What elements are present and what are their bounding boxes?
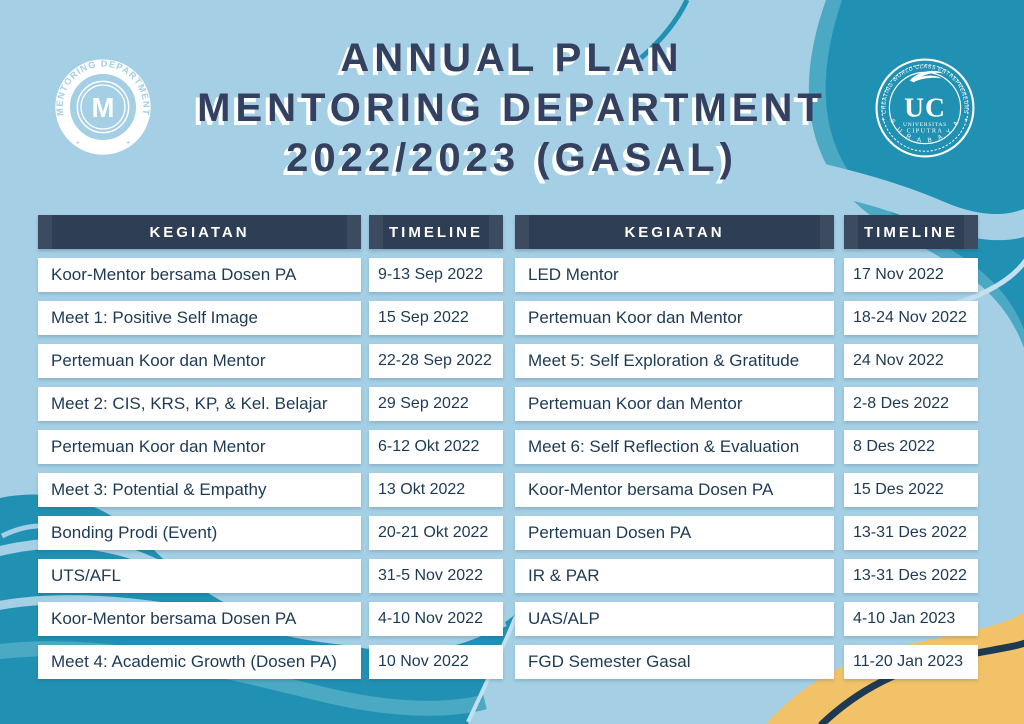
- seal-university-name: CIPUTRA: [907, 128, 944, 135]
- activity-cell: Pertemuan Koor dan Mentor: [38, 344, 361, 378]
- activity-cell: Meet 5: Self Exploration & Gratitude: [515, 344, 834, 378]
- timeline-cell: 4-10 Nov 2022: [369, 602, 503, 636]
- column-header-timeline: TIMELINE: [844, 215, 978, 249]
- activity-cell: UTS/AFL: [38, 559, 361, 593]
- activity-cell: Meet 3: Potential & Empathy: [38, 473, 361, 507]
- title-arc-line: [639, 0, 690, 60]
- timeline-cell: 22-28 Sep 2022: [369, 344, 503, 378]
- seal-outer-circle: [875, 58, 975, 158]
- activity-cell: Meet 1: Positive Self Image: [38, 301, 361, 335]
- universitas-ciputra-logo: CREATING WORLD CLASS ENTREPRENEURS S U R…: [875, 58, 975, 158]
- activity-cell: Pertemuan Dosen PA: [515, 516, 834, 550]
- timeline-cell: 8 Des 2022: [844, 430, 978, 464]
- timeline-cell: 15 Sep 2022: [369, 301, 503, 335]
- seal-monogram: UC: [904, 92, 946, 123]
- activity-cell: Meet 4: Academic Growth (Dosen PA): [38, 645, 361, 679]
- activity-cell: Meet 2: CIS, KRS, KP, & Kel. Belajar: [38, 387, 361, 421]
- logo-ring-ornament: ✦: [76, 140, 81, 147]
- title-line-2: MENTORING DEPARTMENT: [197, 86, 827, 130]
- timeline-cell: 2-8 Des 2022: [844, 387, 978, 421]
- activity-cell: Pertemuan Koor dan Mentor: [38, 430, 361, 464]
- activity-cell: Meet 6: Self Reflection & Evaluation: [515, 430, 834, 464]
- activity-cell: Koor-Mentor bersama Dosen PA: [38, 602, 361, 636]
- timeline-cell: 24 Nov 2022: [844, 344, 978, 378]
- column-header-kegiatan: KEGIATAN: [38, 215, 361, 249]
- timeline-cell: 13 Okt 2022: [369, 473, 503, 507]
- activity-cell: FGD Semester Gasal: [515, 645, 834, 679]
- activity-cell: Pertemuan Koor dan Mentor: [515, 387, 834, 421]
- title-line-1: ANNUAL PLAN: [340, 36, 684, 80]
- seal-university-name: UNIVERSITAS: [903, 122, 947, 128]
- seal-side-ornament: ✦: [964, 117, 968, 123]
- timeline-cell: 10 Nov 2022: [369, 645, 503, 679]
- logo-ring-ornament: ✦: [126, 140, 131, 147]
- timeline-cell: 15 Des 2022: [844, 473, 978, 507]
- schedule-table-right: KEGIATAN TIMELINE LED Mentor 17 Nov 2022…: [515, 215, 978, 679]
- title-line-3: 2022/2023 (GASAL): [286, 136, 738, 180]
- activity-cell: Koor-Mentor bersama Dosen PA: [515, 473, 834, 507]
- schedule-table-left: KEGIATAN TIMELINE Koor-Mentor bersama Do…: [38, 215, 503, 679]
- seal-side-ornament: ✦: [881, 117, 885, 123]
- timeline-cell: 17 Nov 2022: [844, 258, 978, 292]
- activity-cell: Bonding Prodi (Event): [38, 516, 361, 550]
- column-header-timeline: TIMELINE: [369, 215, 503, 249]
- page-title: ANNUAL PLAN MENTORING DEPARTMENT 2022/20…: [0, 33, 1024, 183]
- logo-ring: [55, 59, 151, 155]
- top-right-band: [598, 118, 1024, 241]
- logo-inner-circle: [80, 84, 126, 130]
- activity-cell: Koor-Mentor bersama Dosen PA: [38, 258, 361, 292]
- activity-cell: LED Mentor: [515, 258, 834, 292]
- mentoring-department-logo: MENTORING DEPARTMENT ✦ ✦ M: [54, 59, 151, 155]
- timeline-cell: 9-13 Sep 2022: [369, 258, 503, 292]
- timeline-cell: 6-12 Okt 2022: [369, 430, 503, 464]
- activity-cell: IR & PAR: [515, 559, 834, 593]
- timeline-cell: 29 Sep 2022: [369, 387, 503, 421]
- timeline-cell: 18-24 Nov 2022: [844, 301, 978, 335]
- timeline-cell: 20-21 Okt 2022: [369, 516, 503, 550]
- seal-rope-circle: [881, 64, 969, 152]
- logo-inner-circle: [76, 80, 130, 134]
- timeline-cell: 31-5 Nov 2022: [369, 559, 503, 593]
- timeline-cell: 13-31 Des 2022: [844, 516, 978, 550]
- seal-swoosh: [909, 70, 944, 83]
- timeline-cell: 11-20 Jan 2023: [844, 645, 978, 679]
- logo-monogram: M: [92, 92, 115, 123]
- timeline-cell: 4-10 Jan 2023: [844, 602, 978, 636]
- activity-cell: UAS/ALP: [515, 602, 834, 636]
- timeline-cell: 13-31 Des 2022: [844, 559, 978, 593]
- column-header-kegiatan: KEGIATAN: [515, 215, 834, 249]
- activity-cell: Pertemuan Koor dan Mentor: [515, 301, 834, 335]
